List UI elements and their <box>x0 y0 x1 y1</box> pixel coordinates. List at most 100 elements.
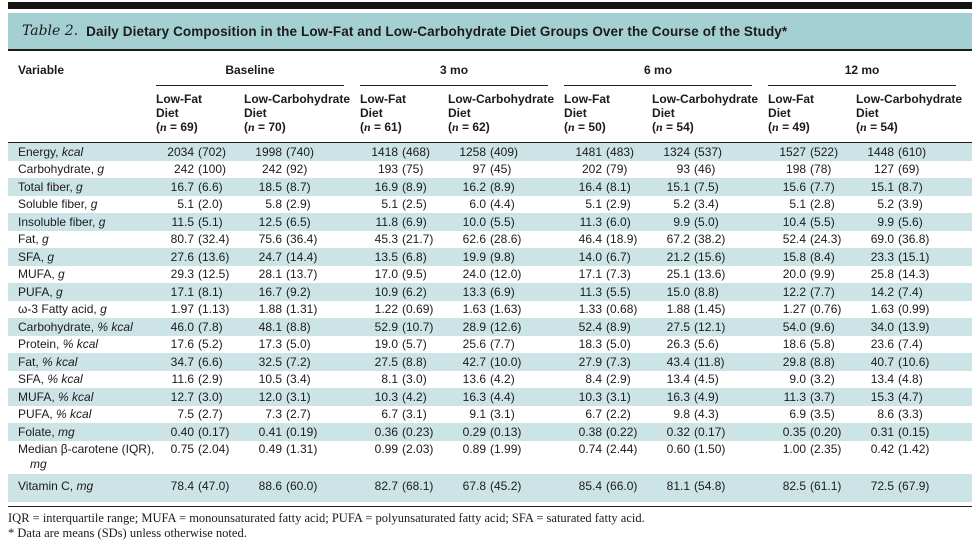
table-title-text: Daily Dietary Composition in the Low-Fat… <box>86 23 788 39</box>
value-cell: 13.6 (4.2) <box>462 372 515 386</box>
value-cell: 17.0 (9.5) <box>374 267 427 281</box>
value-cell: 25.1 (13.6) <box>666 267 726 281</box>
value-cell: 5.1 (2.9) <box>585 197 631 211</box>
value-cell: 23.3 (15.1) <box>870 249 930 264</box>
value-cell: 0.60 (1.50) <box>666 442 726 456</box>
value-cell: 24.7 (14.4) <box>258 249 318 264</box>
value-cell: 8.1 (3.0) <box>381 372 427 386</box>
value-cell: 88.6 (60.0) <box>258 478 318 493</box>
value-cell: 40.7 (10.6) <box>870 354 930 369</box>
footnotes: IQR = interquartile range; MUFA = monoun… <box>8 511 972 541</box>
value-cell: 1324 (537) <box>663 144 723 159</box>
value-cell: 16.9 (8.9) <box>374 179 427 194</box>
value-cell: 0.42 (1.42) <box>870 442 930 456</box>
value-cell: 16.3 (4.4) <box>462 389 515 404</box>
value-cell: 17.1 (7.3) <box>578 267 631 281</box>
value-cell: 78.4 (47.0) <box>170 478 230 493</box>
value-cell: 69.0 (36.8) <box>870 232 930 246</box>
value-cell: 17.3 (5.0) <box>258 337 311 351</box>
value-cell: 1418 (468) <box>371 144 431 159</box>
value-cell: 27.9 (7.3) <box>578 354 631 369</box>
value-cell: 6.0 (4.4) <box>469 197 515 211</box>
value-cell: 6.9 (3.5) <box>789 407 835 421</box>
value-cell: 198 (78) <box>786 162 832 176</box>
value-cell: 52.4 (8.9) <box>578 319 631 334</box>
value-cell: 32.5 (7.2) <box>258 354 311 369</box>
value-cell: 82.5 (61.1) <box>782 478 842 493</box>
value-cell: 6.7 (3.1) <box>381 407 427 421</box>
value-cell: 18.5 (8.7) <box>258 179 311 194</box>
abbreviations-footnote: IQR = interquartile range; MUFA = monoun… <box>8 511 645 525</box>
value-cell: 1481 (483) <box>575 144 635 159</box>
table-row: PUFA, % kcal 7.5 (2.7) 7.3 (2.7) 6.7 (3.1) 9.1(… <box>8 406 972 424</box>
value-cell: 25.8 (14.3) <box>870 267 930 281</box>
value-cell: 1998 (740) <box>255 144 315 159</box>
value-cell: 0.99 (2.03) <box>374 442 434 456</box>
value-cell: 25.6 (7.7) <box>462 337 515 351</box>
value-cell: 27.5 (8.8) <box>374 354 427 369</box>
bottom-rule <box>8 506 972 507</box>
table-row: ω-3 Fatty acid, g 1.97 (1.13) 1.88 (1.31) 1.2… <box>8 301 972 319</box>
value-cell: 72.5 (67.9) <box>870 478 930 493</box>
value-cell: 34.0 (13.9) <box>870 319 930 334</box>
sub-header-row: Low-Fat Diet (n = 69) Low-Carbohydrate Die… <box>8 86 973 143</box>
table-row: SFA, % kcal 11.6 (2.9) 10.5 (3.4) 8.1 (3.0) 13.… <box>8 371 972 389</box>
value-cell: 202 (79) <box>582 162 628 176</box>
diet-column-header: Low-Carbohydrate Diet (n = 62) <box>448 86 565 143</box>
variable-label: ω-3 Fatty acid, g <box>18 302 107 316</box>
value-cell: 0.38 (0.22) <box>578 424 638 439</box>
diet-column-header: Low-Fat Diet (n = 49) <box>768 86 857 143</box>
value-cell: 15.1 (8.7) <box>870 179 923 194</box>
value-cell: 11.6 (2.9) <box>171 372 223 386</box>
value-cell: 85.4 (66.0) <box>578 478 638 493</box>
diet-column-header: Low-Carbohydrate Diet (n = 54) <box>856 86 973 143</box>
table-row: Energy, kcal 2034 (702) 1998 (740) 1418 (468) 1… <box>8 142 973 161</box>
value-cell: 8.4 (2.9) <box>585 372 631 386</box>
value-cell: 0.41 (0.19) <box>258 424 318 439</box>
value-cell: 0.32 (0.17) <box>666 424 726 439</box>
value-cell: 0.49 (1.31) <box>258 442 318 456</box>
value-cell: 1.00 (2.35) <box>782 442 842 456</box>
table-row: Folate, mg 0.40 (0.17) 0.41 (0.19) 0.36 (0.23)… <box>8 423 973 441</box>
value-cell: 29.8 (8.8) <box>782 354 835 369</box>
value-cell: 7.3 (2.7) <box>265 407 311 421</box>
value-cell: 24.0 (12.0) <box>462 267 522 281</box>
value-cell: 5.1 (2.8) <box>789 197 835 211</box>
variable-label: MUFA, g <box>18 267 65 281</box>
data-note-footnote: * Data are means (SDs) unless otherwise … <box>8 525 247 540</box>
value-cell: 67.8 (45.2) <box>462 478 522 493</box>
value-cell: 42.7 (10.0) <box>462 354 522 369</box>
value-cell: 5.2 (3.4) <box>673 197 719 211</box>
value-cell: 18.6 (5.8) <box>782 337 835 351</box>
value-cell: 16.2 (8.9) <box>462 179 515 194</box>
value-cell: 10.4 (5.5) <box>782 214 835 229</box>
variable-label: SFA, g <box>18 249 55 264</box>
variable-label: SFA, % kcal <box>18 372 83 386</box>
value-cell: 18.3 (5.0) <box>578 337 631 351</box>
value-cell: 20.0 (9.9) <box>782 267 835 281</box>
value-cell: 75.6 (36.4) <box>258 232 318 246</box>
table-row: Carbohydrate, % kcal 46.0 (7.8) 48.1 (8.8) 52… <box>8 318 973 336</box>
value-cell: 19.9 (9.8) <box>462 249 515 264</box>
value-cell: 26.3 (5.6) <box>666 337 719 351</box>
value-cell: 1.33 (0.68) <box>578 302 638 316</box>
value-cell: 127 (69) <box>874 162 920 176</box>
value-cell: 5.1 (2.5) <box>381 197 427 211</box>
value-cell: 5.2 (3.9) <box>877 197 923 211</box>
value-cell: 97 (45) <box>472 162 512 176</box>
value-cell: 52.4 (24.3) <box>782 232 842 246</box>
value-cell: 34.7 (6.6) <box>170 354 223 369</box>
value-cell: 1.88 (1.45) <box>666 302 726 316</box>
group-header-3-mo: 3 mo <box>360 61 564 86</box>
table-row: Median β-carotene (IQR), mg 0.75 (2.04) 0.4… <box>8 441 972 474</box>
value-cell: 48.1 (8.8) <box>258 319 311 334</box>
value-cell: 17.6 (5.2) <box>170 337 223 351</box>
value-cell: 193 (75) <box>377 162 424 176</box>
value-cell: 15.1 (7.5) <box>666 179 719 194</box>
value-cell: 0.40 (0.17) <box>170 424 230 439</box>
table-title-bar: Table 2. Daily Dietary Composition in th… <box>8 13 972 51</box>
value-cell: 13.3 (6.9) <box>462 284 515 299</box>
diet-column-header: Low-Carbohydrate Diet (n = 70) <box>244 86 361 143</box>
value-cell: 10.3 (4.2) <box>374 389 427 404</box>
value-cell: 0.75 (2.04) <box>170 442 230 456</box>
